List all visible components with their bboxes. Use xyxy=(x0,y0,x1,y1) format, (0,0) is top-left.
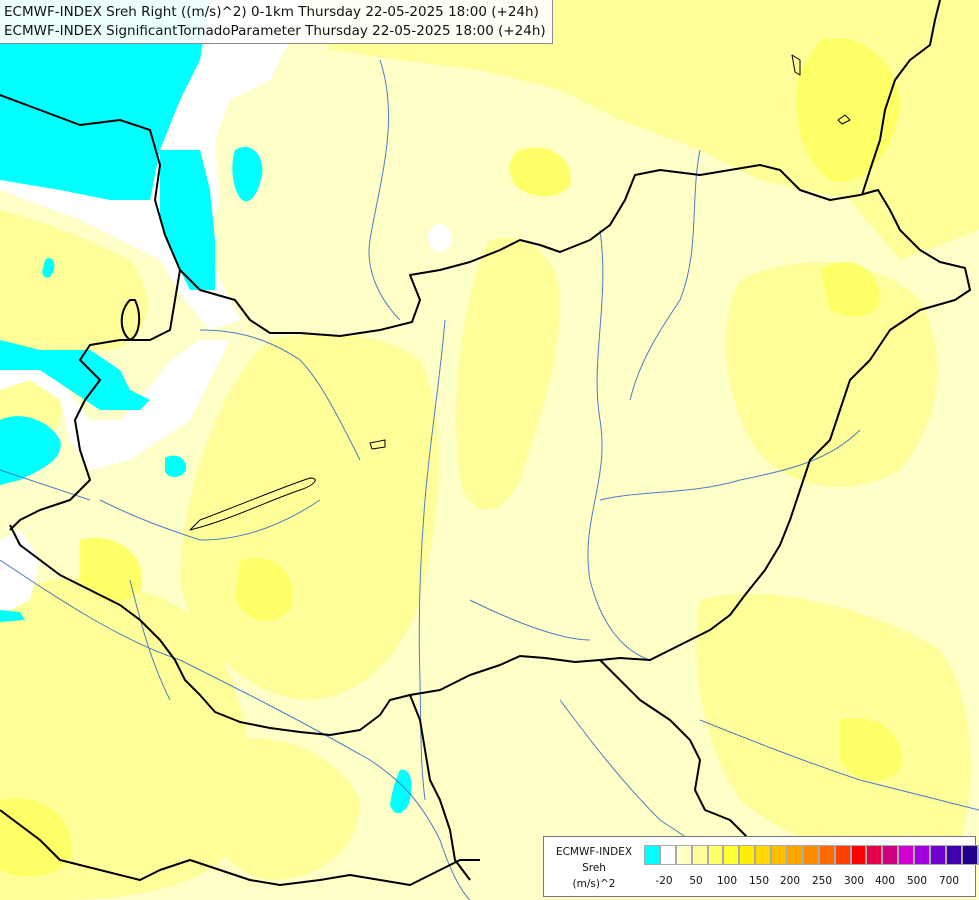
sreh-stronger-yellow xyxy=(0,38,902,877)
legend-tick-label: 150 xyxy=(748,875,770,887)
legend-color-cell xyxy=(930,845,946,865)
legend-color-cell xyxy=(961,845,978,865)
sreh-white-areas xyxy=(0,0,452,610)
legend-unit: (m/s)^2 xyxy=(572,878,616,890)
legend-color-cell xyxy=(834,845,851,865)
legend-tick-label: 400 xyxy=(874,875,896,887)
map-title-box: ECMWF-INDEX Sreh Right ((m/s)^2) 0-1km T… xyxy=(0,0,553,44)
legend-color-cell xyxy=(659,845,676,865)
legend-color-cell xyxy=(739,845,756,865)
map-title-line-1: ECMWF-INDEX Sreh Right ((m/s)^2) 0-1km T… xyxy=(4,4,539,20)
legend-tick-label: 50 xyxy=(689,875,703,887)
sreh-cyan-areas xyxy=(0,0,412,814)
legend-variable: Sreh xyxy=(582,862,606,874)
legend-color-cell xyxy=(914,845,931,865)
legend-color-cell xyxy=(771,845,788,865)
legend-color-cell xyxy=(691,845,708,865)
legend-color-cell xyxy=(850,845,867,865)
map-title-line-2: ECMWF-INDEX SignificantTornadoParameter … xyxy=(4,23,546,39)
legend-color-cell xyxy=(818,845,835,865)
legend-tick-label: 300 xyxy=(843,875,865,887)
legend-color-cell xyxy=(945,845,962,865)
legend-tick-label: 100 xyxy=(716,875,738,887)
legend-color-cell xyxy=(707,845,724,865)
legend-color-cell xyxy=(802,845,819,865)
legend-title: ECMWF-INDEX xyxy=(555,846,633,858)
legend-tick-label: 500 xyxy=(906,875,928,887)
legend-color-cell xyxy=(723,845,740,865)
legend-color-cell xyxy=(866,845,883,865)
country-borders xyxy=(0,0,971,886)
legend-color-bar xyxy=(644,845,979,865)
legend-color-cell xyxy=(977,845,979,865)
legend-tick-label: 200 xyxy=(779,875,801,887)
color-legend: ECMWF-INDEX Sreh (m/s)^2 -20 50 100 150 200 2… xyxy=(543,836,979,897)
legend-color-cell xyxy=(787,845,803,865)
legend-tick-labels: -20 50 100 150 200 250 300 400 500 700 xyxy=(644,875,974,889)
legend-color-cell xyxy=(644,845,660,865)
legend-tick-label: 250 xyxy=(811,875,833,887)
legend-color-cell xyxy=(898,845,915,865)
legend-color-cell xyxy=(882,845,899,865)
legend-color-cell xyxy=(755,845,772,865)
legend-color-cell xyxy=(675,845,692,865)
legend-tick-label: -20 xyxy=(655,875,673,887)
legend-tick-label: 700 xyxy=(938,875,960,887)
